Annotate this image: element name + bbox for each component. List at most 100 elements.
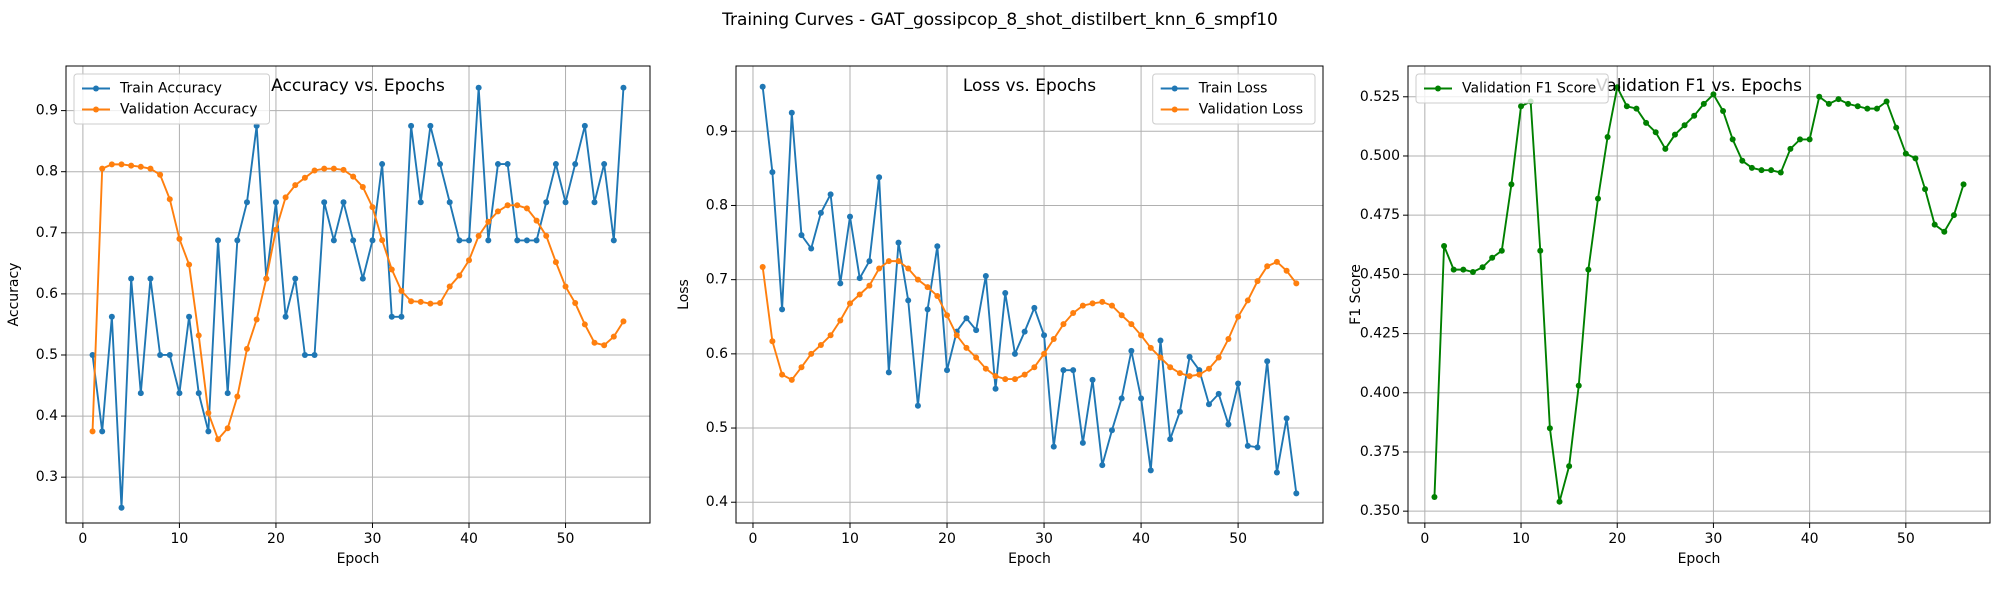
series-marker [243, 199, 250, 206]
x-tick-label: 20 [1608, 531, 1626, 547]
series-marker [798, 232, 805, 239]
series-marker [1186, 373, 1193, 380]
series-marker [1748, 164, 1755, 171]
series-marker [504, 161, 511, 168]
series-marker [591, 199, 598, 206]
series-marker [1273, 469, 1280, 476]
series-marker [157, 171, 164, 178]
series-marker [1176, 370, 1183, 377]
series-marker [205, 428, 212, 435]
series-marker [446, 283, 453, 290]
y-tick-label: 0.8 [36, 164, 58, 180]
x-tick-label: 50 [557, 531, 575, 547]
series-marker [914, 402, 921, 409]
series-marker [1264, 263, 1271, 270]
series-marker [1575, 382, 1582, 389]
series-marker [591, 339, 598, 346]
series-marker [1283, 267, 1290, 274]
x-tick-label: 50 [1897, 531, 1915, 547]
x-tick-label: 30 [364, 531, 382, 547]
series-marker [601, 342, 608, 349]
series-marker [330, 237, 337, 244]
series-marker [1873, 105, 1880, 112]
series-marker [982, 365, 989, 372]
series-marker [128, 162, 135, 169]
y-tick-label: 0.3 [36, 469, 58, 485]
series-marker [847, 213, 854, 220]
series-marker [282, 313, 289, 320]
series-marker [253, 316, 260, 323]
series-marker [215, 436, 222, 443]
series-marker [847, 300, 854, 307]
series-marker [581, 321, 588, 328]
series-marker [1498, 247, 1505, 254]
series-marker [224, 425, 231, 432]
series-marker [485, 218, 492, 225]
series-marker [514, 237, 521, 244]
axes-title: Loss vs. Epochs [963, 76, 1096, 96]
series-marker [1556, 498, 1563, 505]
x-tick-label: 20 [267, 531, 285, 547]
y-axis-label: F1 Score [1348, 264, 1364, 325]
series-marker [176, 235, 183, 242]
series-marker [359, 275, 366, 282]
legend-marker [1435, 85, 1441, 92]
x-tick-label: 10 [171, 531, 189, 547]
series-marker [1652, 129, 1659, 136]
series-marker [234, 393, 241, 400]
series-marker [856, 275, 863, 282]
series-marker [1138, 332, 1145, 339]
series-marker [620, 318, 627, 325]
series-marker [1002, 376, 1009, 383]
series-marker [837, 317, 844, 324]
series-marker [1273, 258, 1280, 265]
series-marker [321, 165, 328, 172]
x-tick-label: 0 [1420, 531, 1429, 547]
series-marker [1912, 155, 1919, 162]
series-marker [914, 276, 921, 283]
series-marker [1060, 367, 1067, 374]
series-marker [466, 237, 473, 244]
series-marker [817, 341, 824, 348]
x-axis-label: Epoch [337, 551, 380, 567]
series-marker [301, 174, 308, 181]
series-marker [1264, 358, 1271, 365]
axes-frame [65, 65, 651, 524]
x-tick-label: 40 [1132, 531, 1150, 547]
subplot: 0 10 20 30 40 50 0.4 0.5 0.6 0.7 0.8 0.9 Loss vs. Ep… [676, 65, 1324, 567]
series-marker [1768, 167, 1775, 174]
series-marker [1089, 376, 1096, 383]
series-marker [272, 199, 279, 206]
series-marker [866, 282, 873, 289]
series-marker [1518, 103, 1525, 110]
x-tick-label: 10 [841, 531, 859, 547]
series-marker [1031, 364, 1038, 371]
legend: Validation F1 Score [1415, 73, 1609, 104]
series-marker [1950, 212, 1957, 219]
series-marker [108, 313, 115, 320]
series-marker [876, 265, 883, 272]
legend-label: Validation F1 Score [1462, 81, 1596, 97]
series-marker [301, 351, 308, 358]
subplot: 0 10 20 30 40 50 0.3 0.4 0.5 0.6 0.7 0.8 0.9 Accuracy… [6, 65, 651, 567]
series-marker [788, 109, 795, 116]
series-marker [176, 390, 183, 397]
series-marker [973, 354, 980, 361]
series-marker [485, 237, 492, 244]
series-marker [1099, 298, 1106, 305]
axes-frame [735, 65, 1324, 524]
series-marker [1758, 167, 1765, 174]
series-marker [543, 232, 550, 239]
series-marker [562, 199, 569, 206]
series-marker [243, 345, 250, 352]
series-marker [379, 237, 386, 244]
series-marker [118, 161, 125, 168]
series-marker [330, 165, 337, 172]
series-marker [1089, 300, 1096, 307]
series-marker [953, 332, 960, 339]
series-marker [1922, 186, 1929, 193]
series-marker [543, 199, 550, 206]
series-marker [1108, 302, 1115, 309]
